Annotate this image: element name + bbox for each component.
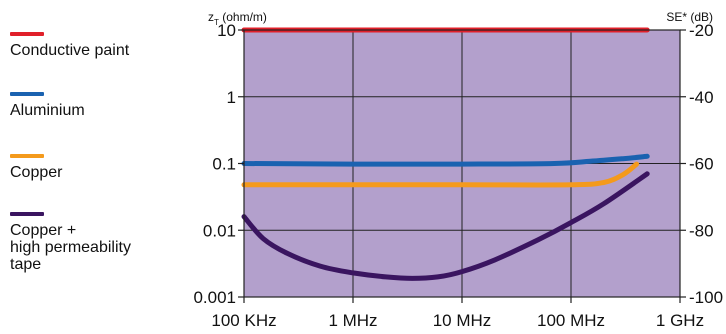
legend-label: Copper + high permeability tape <box>10 222 131 273</box>
x-tick-label: 100 MHz <box>537 311 605 330</box>
y-left-tick-label: 0.01 <box>203 221 236 240</box>
y-right-tick-label: -20 <box>689 21 714 40</box>
series-line-4 <box>241 171 650 281</box>
y-right-tick-label: -40 <box>689 88 714 107</box>
legend-swatch <box>10 92 44 96</box>
y-right-tick-label: -100 <box>689 288 723 307</box>
y-right-tick-label: -80 <box>689 221 714 240</box>
y-left-tick-label: 0.1 <box>212 155 236 174</box>
axes: 10 1 0.1 0.01 0.001 -20 -40 -60 -80 -100 100 KHz 1 … <box>193 10 723 330</box>
series-line-3 <box>241 161 640 188</box>
legend-label: Copper <box>10 164 63 181</box>
legend-entry: Copper <box>10 154 62 181</box>
y-left-axis-title: zT (ohm/m) <box>208 10 267 27</box>
legend-swatch <box>10 32 44 36</box>
y-left-tick-label: 1 <box>227 88 236 107</box>
y-right-axis-title: SE* (dB) <box>666 10 713 24</box>
legend-entry: Copper + high permeability tape <box>10 212 131 273</box>
legend-swatch <box>10 154 44 158</box>
y-right-tick-label: -60 <box>689 155 714 174</box>
legend-entry: Aluminium <box>10 92 85 119</box>
legend-label: Aluminium <box>10 102 85 119</box>
x-tick-label: 1 GHz <box>656 311 704 330</box>
legend-entry: Conductive paint <box>10 32 129 59</box>
legend-label: Conductive paint <box>10 42 130 59</box>
x-tick-label: 10 MHz <box>433 311 492 330</box>
series-line-2 <box>241 153 650 167</box>
x-tick-label: 100 KHz <box>211 311 276 330</box>
y-left-tick-label: 10 <box>217 21 236 40</box>
x-tick-label: 1 MHz <box>328 311 377 330</box>
y-left-tick-label: 0.001 <box>193 288 236 307</box>
legend-swatch <box>10 212 44 216</box>
